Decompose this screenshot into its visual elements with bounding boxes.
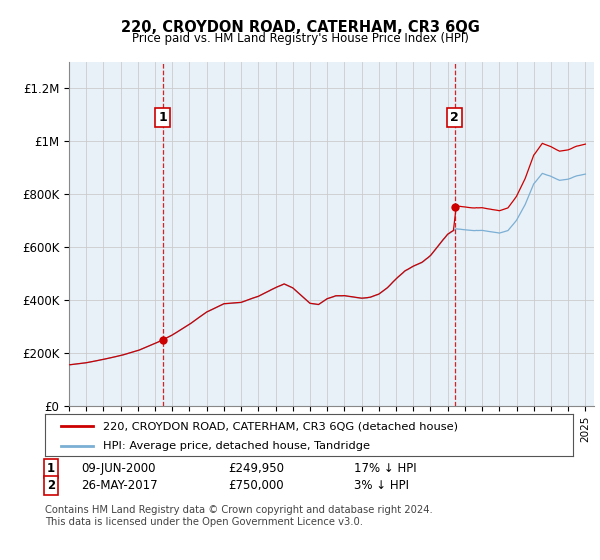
Text: Contains HM Land Registry data © Crown copyright and database right 2024.
This d: Contains HM Land Registry data © Crown c…: [45, 505, 433, 527]
Text: 09-JUN-2000: 09-JUN-2000: [81, 462, 155, 475]
Text: HPI: Average price, detached house, Tandridge: HPI: Average price, detached house, Tand…: [103, 441, 370, 451]
Text: 1: 1: [47, 462, 55, 475]
Text: 220, CROYDON ROAD, CATERHAM, CR3 6QG (detached house): 220, CROYDON ROAD, CATERHAM, CR3 6QG (de…: [103, 421, 458, 431]
Text: 3% ↓ HPI: 3% ↓ HPI: [354, 479, 409, 492]
Text: 17% ↓ HPI: 17% ↓ HPI: [354, 462, 416, 475]
Text: 2: 2: [450, 111, 459, 124]
Text: 220, CROYDON ROAD, CATERHAM, CR3 6QG: 220, CROYDON ROAD, CATERHAM, CR3 6QG: [121, 20, 479, 35]
Text: 26-MAY-2017: 26-MAY-2017: [81, 479, 158, 492]
Text: 1: 1: [158, 111, 167, 124]
Text: £249,950: £249,950: [228, 462, 284, 475]
Text: Price paid vs. HM Land Registry's House Price Index (HPI): Price paid vs. HM Land Registry's House …: [131, 32, 469, 45]
Text: £750,000: £750,000: [228, 479, 284, 492]
Text: 2: 2: [47, 479, 55, 492]
